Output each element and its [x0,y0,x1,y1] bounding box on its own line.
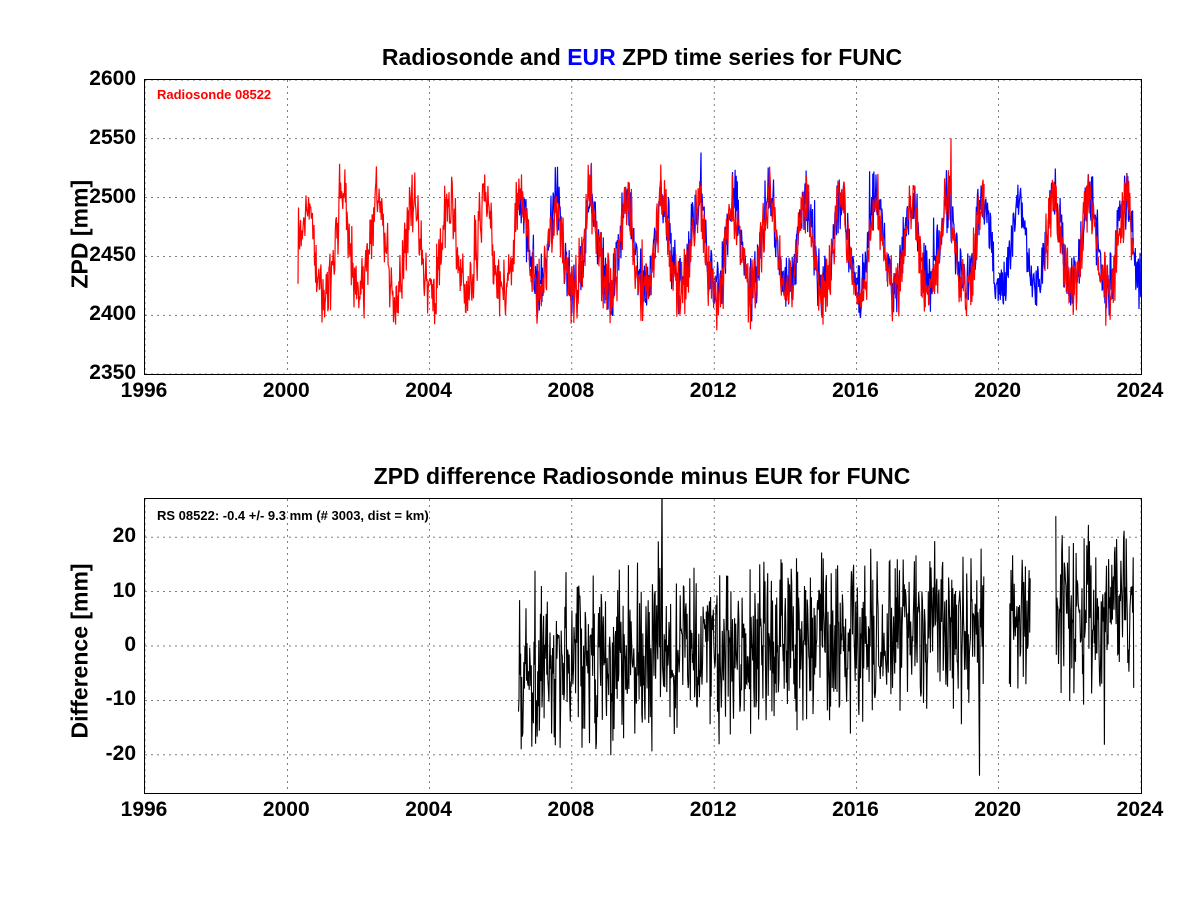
xtick-label: 1996 [114,798,174,822]
xtick-label: 2012 [683,798,743,822]
bottom-plot-svg [145,499,1141,793]
xtick-label: 2004 [399,379,459,403]
top-plot-area [144,79,1142,375]
bottom-plot-area [144,498,1142,794]
xtick-label: 2008 [541,379,601,403]
xtick-label: 2000 [256,379,316,403]
ytick-label: 2400 [74,302,136,326]
xtick-label: 2004 [399,798,459,822]
top-plot-svg [145,80,1141,374]
xtick-label: 2008 [541,798,601,822]
xtick-label: 2024 [1110,379,1170,403]
ytick-label: 10 [84,579,136,603]
title-part-2: EUR [567,44,616,70]
bottom-chart-title: ZPD difference Radiosonde minus EUR for … [144,463,1140,490]
xtick-label: 2020 [968,798,1028,822]
ytick-label: 2450 [74,243,136,267]
ytick-label: 2500 [74,185,136,209]
ytick-label: 2600 [74,67,136,91]
xtick-label: 2020 [968,379,1028,403]
xtick-label: 2024 [1110,798,1170,822]
ytick-label: -10 [84,687,136,711]
bottom-annotation: RS 08522: -0.4 +/- 9.3 mm (# 3003, dist … [157,508,429,523]
xtick-label: 2000 [256,798,316,822]
ytick-label: 20 [84,524,136,548]
xtick-label: 2016 [825,798,885,822]
ytick-label: 0 [84,633,136,657]
title-part-1: Radiosonde and [382,44,567,70]
top-annotation: Radiosonde 08522 [157,87,271,102]
title-part-3: ZPD time series for FUNC [616,44,902,70]
ytick-label: -20 [84,742,136,766]
xtick-label: 2016 [825,379,885,403]
top-chart-title: Radiosonde and EUR ZPD time series for F… [144,44,1140,71]
xtick-label: 2012 [683,379,743,403]
ytick-label: 2550 [74,126,136,150]
ytick-label: 2350 [74,361,136,385]
